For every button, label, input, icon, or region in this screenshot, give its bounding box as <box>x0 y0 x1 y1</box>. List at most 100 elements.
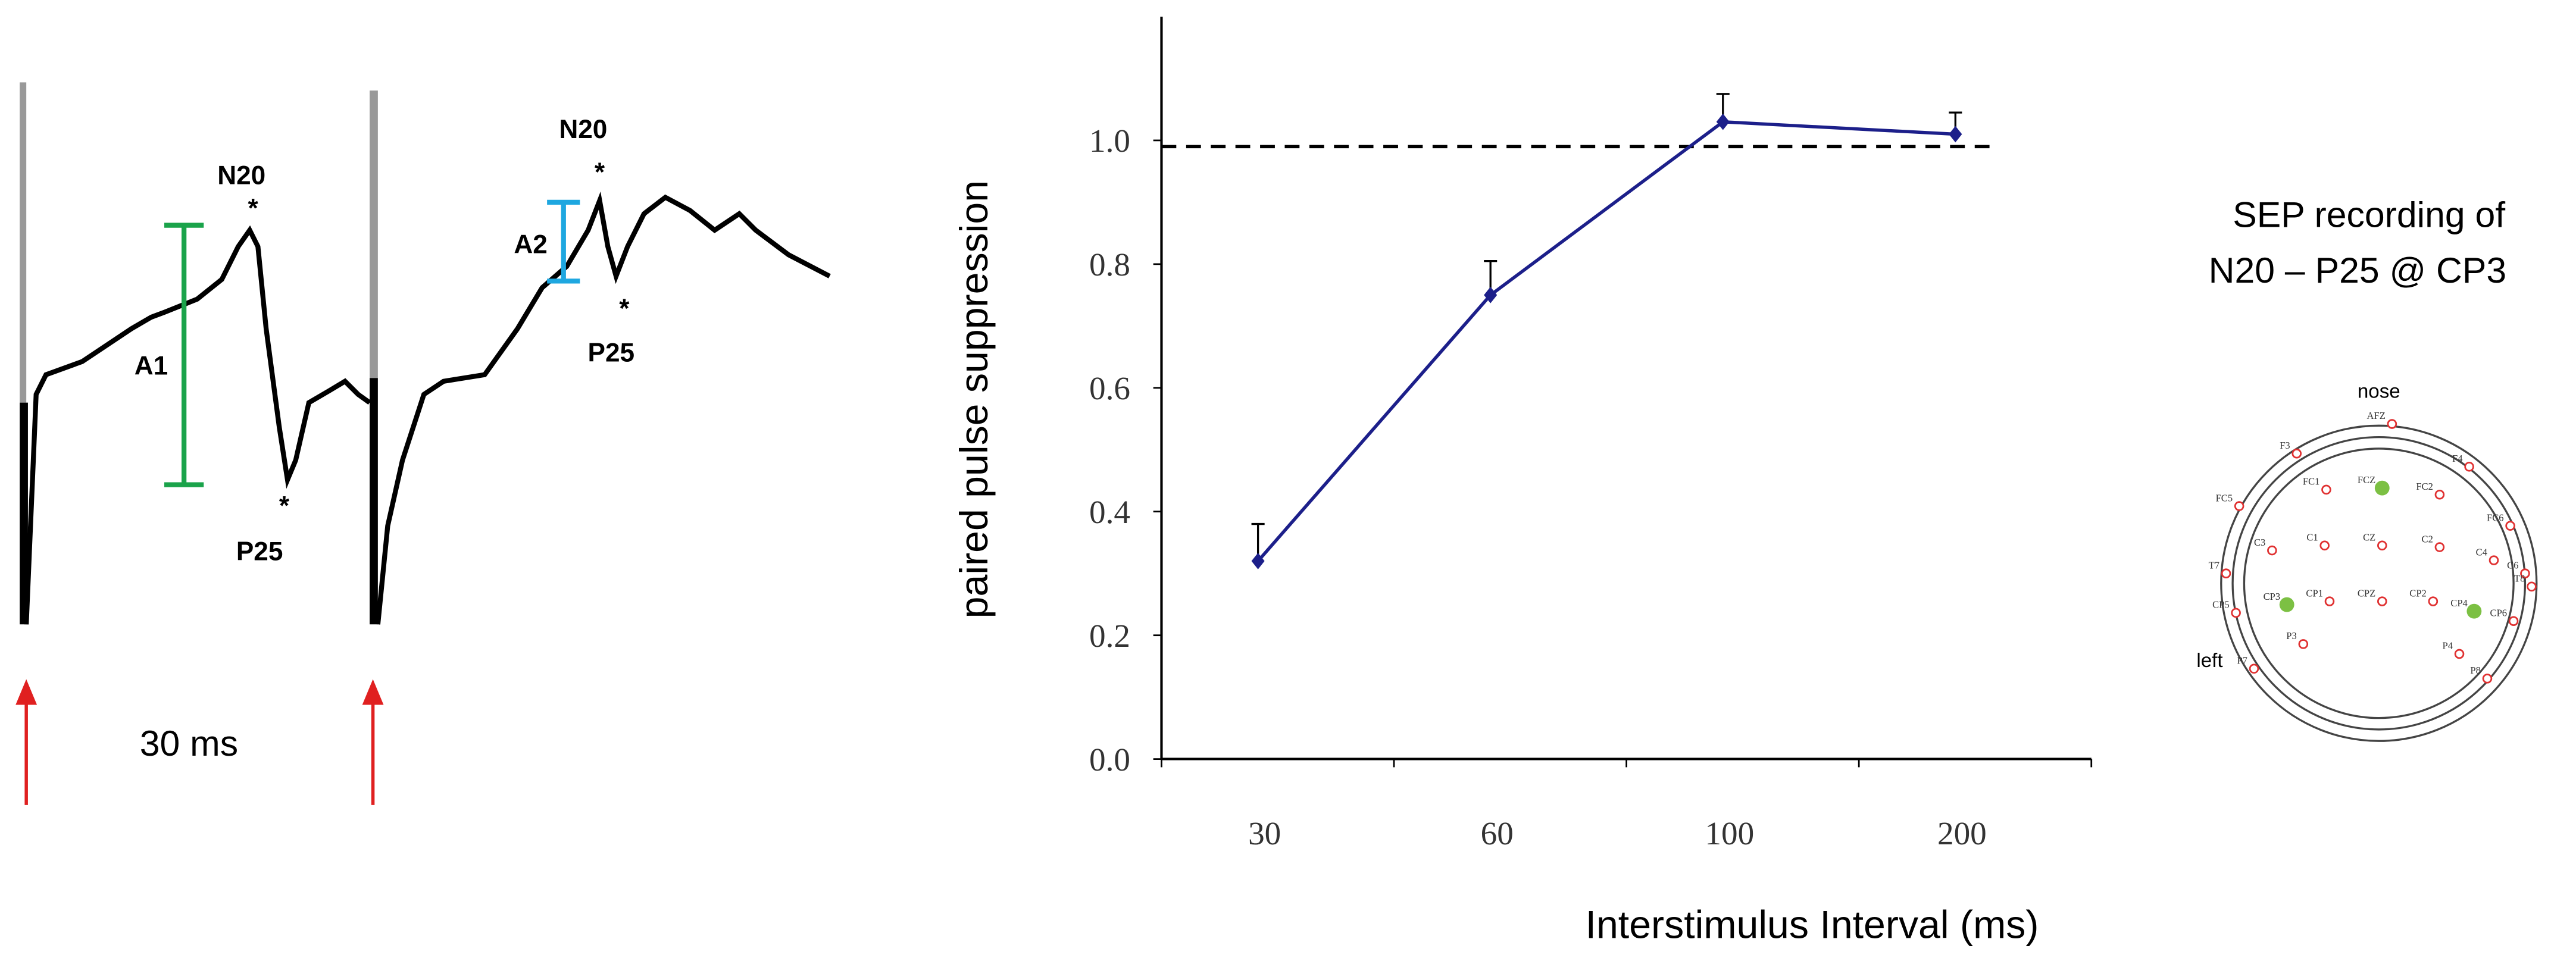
electrode <box>2527 581 2537 592</box>
interval-label: 30 ms <box>140 723 238 763</box>
stim-bar <box>370 378 378 625</box>
svg-text:*: * <box>619 294 630 323</box>
electrode-label: CPZ <box>2358 587 2375 599</box>
electrode <box>2221 568 2231 578</box>
electrode-label: FC1 <box>2303 476 2320 487</box>
peak-label: N20 <box>217 161 265 190</box>
electrode <box>2377 596 2387 606</box>
electrode <box>2319 540 2330 551</box>
electrode-label: CP6 <box>2490 607 2508 618</box>
electrode <box>2267 545 2277 556</box>
peak-stars: * * * * <box>248 158 630 520</box>
map-subtitle: N20 – P25 @ CP3 <box>2209 250 2506 290</box>
electrode <box>2428 596 2439 606</box>
electrode-label: CZ <box>2363 532 2375 543</box>
x-tick-label: 60 <box>1481 815 1514 851</box>
electrode-label: C4 <box>2476 546 2488 558</box>
electrode-label: C2 <box>2422 533 2433 544</box>
y-tick-label: 1.0 <box>1089 123 1130 159</box>
amplitude-label: A2 <box>514 230 547 259</box>
electrode <box>2377 540 2387 551</box>
electrode <box>2464 462 2474 472</box>
electrode <box>2291 448 2302 459</box>
data-point <box>1949 126 1962 143</box>
map-title: SEP recording of <box>2233 194 2505 234</box>
electrode <box>2324 596 2335 606</box>
electrode-label: F4 <box>2452 453 2463 464</box>
head-outline <box>2220 424 2538 742</box>
svg-text:*: * <box>595 158 605 187</box>
electrode <box>2279 597 2294 612</box>
electrode-label: P7 <box>2237 655 2247 666</box>
electrode-label: P4 <box>2443 640 2453 652</box>
x-axis-label: Interstimulus Interval (ms) <box>1586 903 2039 947</box>
electrode <box>2482 674 2493 684</box>
electrode <box>2520 568 2530 578</box>
amplitude-label: A1 <box>135 352 168 381</box>
electrode-label: AFZ <box>2367 410 2386 421</box>
data-point <box>1484 287 1498 303</box>
electrode-label: FC5 <box>2216 492 2233 503</box>
y-axis-label: paired pulse suppression <box>952 180 996 618</box>
y-tick-label: 0.2 <box>1089 618 1130 654</box>
line-chart: 0.0 0.2 0.4 0.6 0.8 1.0 30 60 100 200 <box>1089 17 2093 851</box>
electrode <box>2231 608 2241 618</box>
electrode-label: CP1 <box>2306 587 2323 599</box>
electrode <box>2434 489 2445 500</box>
electrode-label: C1 <box>2306 532 2318 543</box>
data-point <box>1716 113 1730 130</box>
peak-label: P25 <box>236 537 283 566</box>
amplitude-bracket <box>547 199 580 284</box>
electrode <box>2234 501 2244 511</box>
electrode <box>2387 419 2397 429</box>
y-tick-label: 0.8 <box>1089 246 1130 283</box>
electrode-label: C6 <box>2507 559 2518 571</box>
stim-bar <box>370 90 378 378</box>
x-tick-label: 100 <box>1705 815 1754 851</box>
svg-text:*: * <box>279 491 290 520</box>
electrode <box>2298 639 2309 649</box>
data-point <box>1251 553 1265 569</box>
electrode-label: T7 <box>2209 559 2219 571</box>
electrode <box>2508 616 2519 627</box>
electrode <box>2466 603 2482 619</box>
stim-bar <box>20 82 27 403</box>
electrode-label: F3 <box>2280 440 2290 451</box>
electrode-label: CP3 <box>2264 591 2281 602</box>
electrode <box>2489 555 2499 565</box>
amplitude-bracket <box>164 223 204 487</box>
electrode-label: P8 <box>2470 665 2480 676</box>
electrode <box>2454 649 2465 659</box>
svg-text:*: * <box>248 194 258 223</box>
electrode <box>2249 663 2259 674</box>
stimulus-arrows <box>15 679 384 805</box>
y-tick-label: 0.0 <box>1089 741 1130 778</box>
electrode-label: C3 <box>2254 537 2265 548</box>
y-tick-label: 0.6 <box>1089 370 1130 406</box>
electrode-label: CP2 <box>2409 587 2427 599</box>
electrode-label: CP5 <box>2212 599 2230 611</box>
electrode <box>2434 542 2445 552</box>
electrode <box>2374 480 2390 496</box>
waveform-trace <box>24 225 371 625</box>
map-nose-label: nose <box>2358 380 2400 402</box>
x-tick-label: 200 <box>1937 815 1987 851</box>
electrode-label: T8 <box>2514 573 2525 584</box>
waveform-trace <box>375 191 831 625</box>
peak-label: P25 <box>588 339 635 368</box>
map-side-label: left <box>2196 650 2222 672</box>
peak-label: N20 <box>559 115 607 144</box>
series-line <box>1256 120 1956 562</box>
electrode-label: P3 <box>2286 630 2296 641</box>
y-tick-label: 0.4 <box>1089 494 1130 530</box>
electrode-label: FC6 <box>2487 512 2504 523</box>
electrode-label: FC2 <box>2416 481 2433 492</box>
stim-bar <box>20 402 28 625</box>
x-tick-label: 30 <box>1248 815 1281 851</box>
electrode-label: FCZ <box>2358 474 2375 486</box>
electrode <box>2505 521 2515 531</box>
electrode <box>2321 484 2331 495</box>
electrodes: AFZ F3 F4 FC5 FC1 FCZ FC2 FC6 C3 C1 CZ C2 C4 C6 T7 T8 CP… <box>2209 410 2537 684</box>
